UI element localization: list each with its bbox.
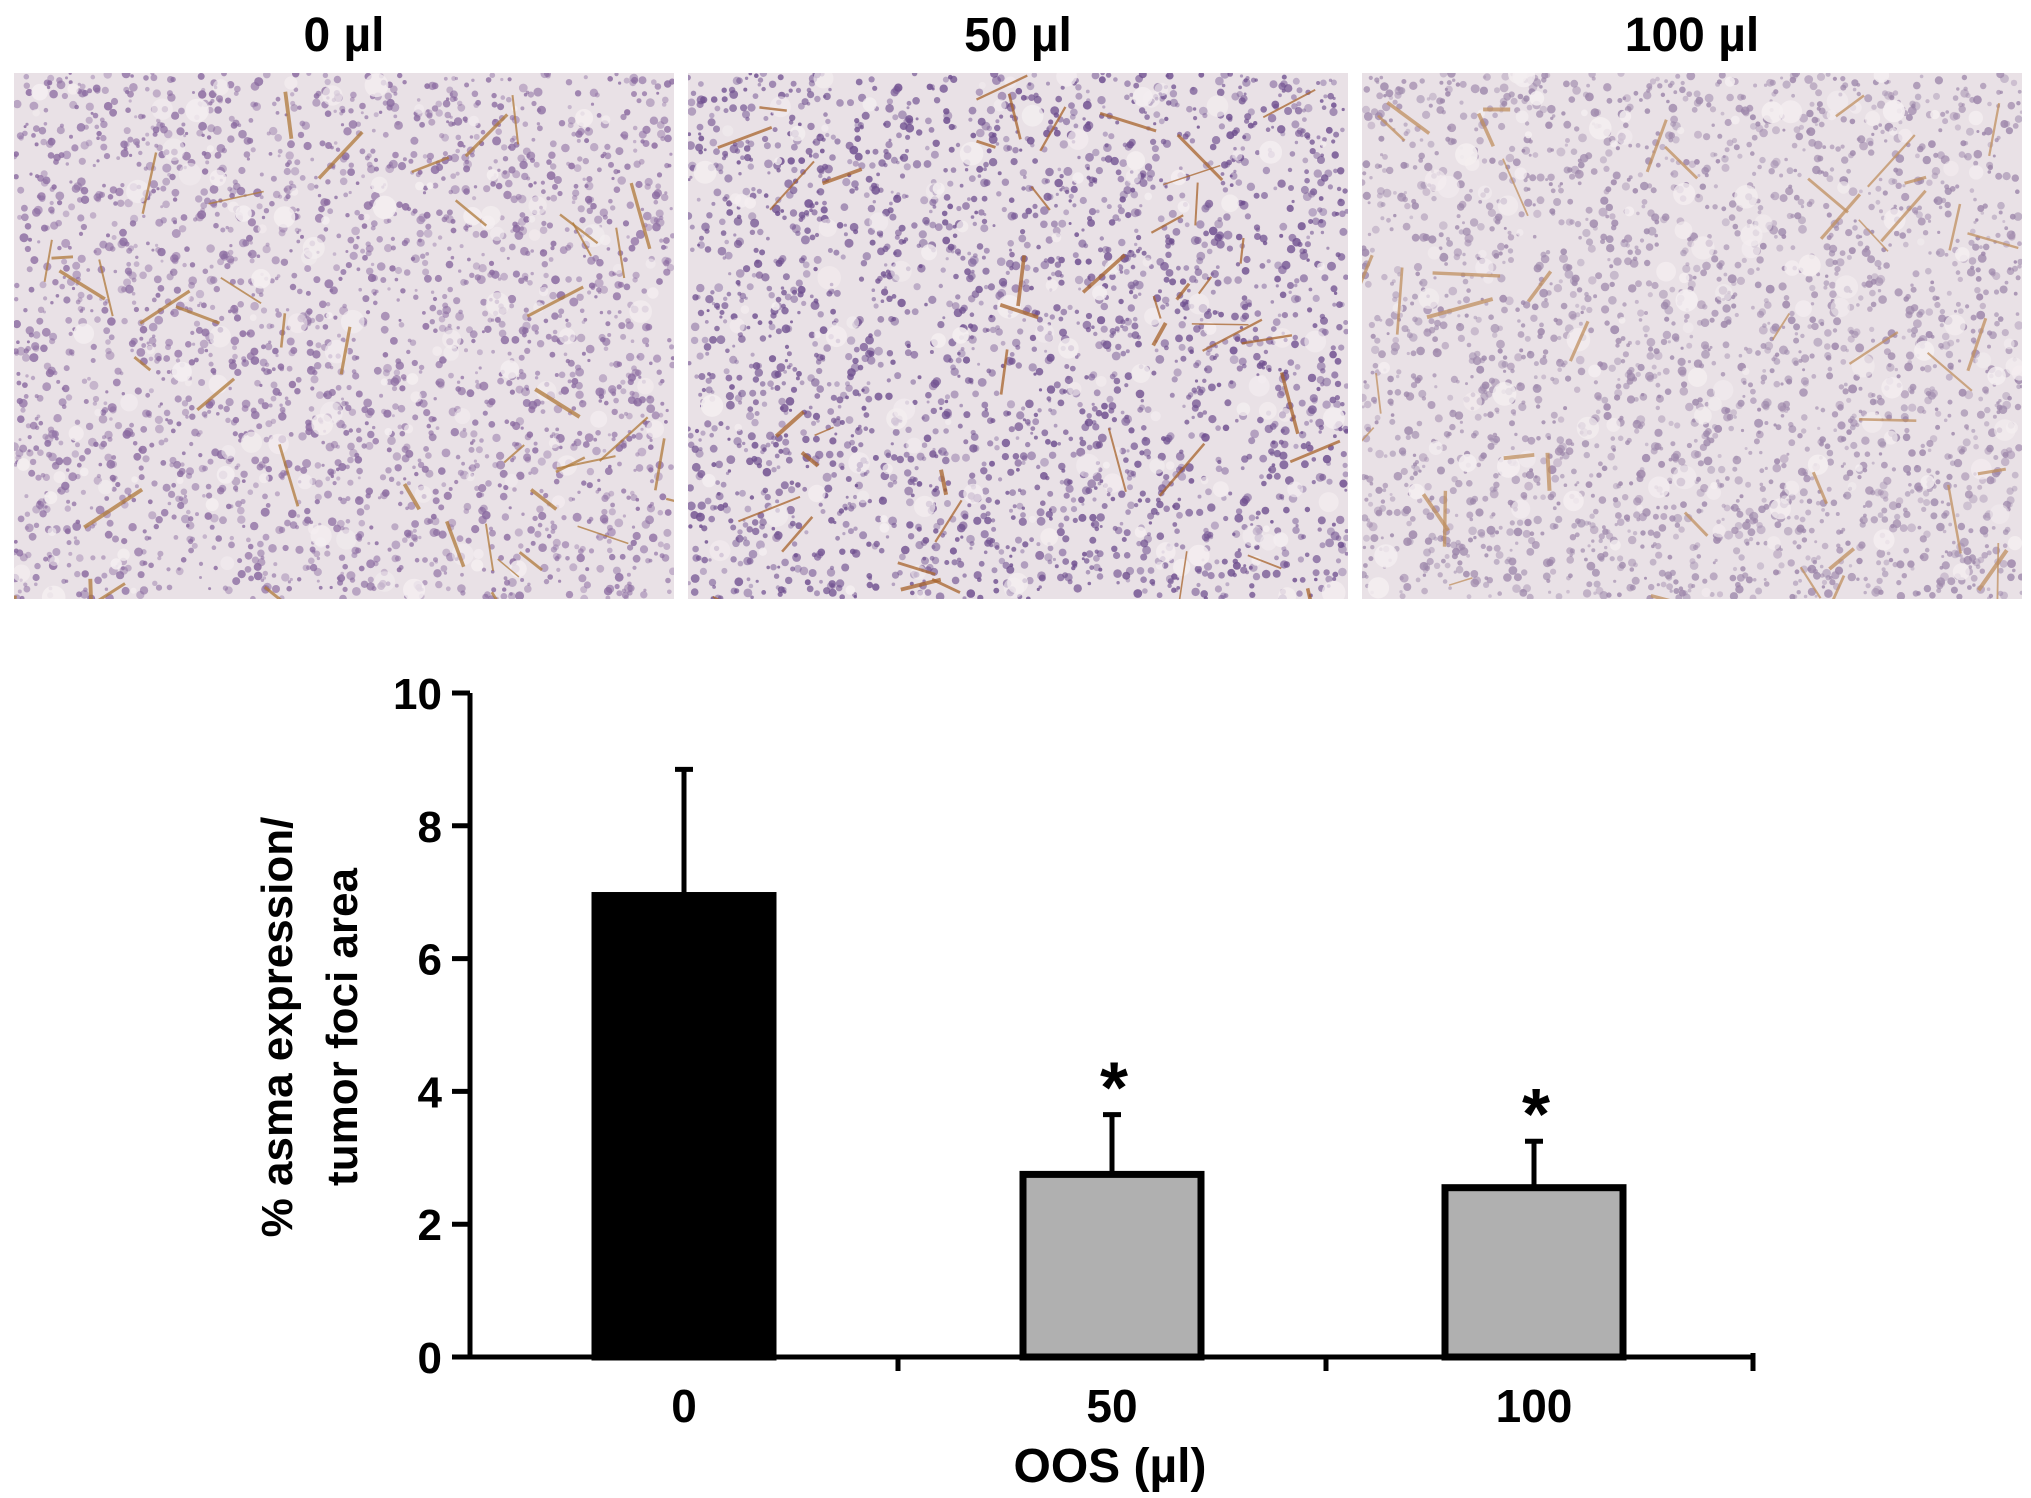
y-tick-label-0: 0: [418, 1334, 442, 1383]
micrograph-50: [688, 73, 1348, 599]
y-tick-label-1: 2: [418, 1201, 442, 1250]
y-tick-label-5: 10: [393, 670, 442, 719]
y-axis-label-line2: tumor foci area: [318, 868, 367, 1186]
significance-marker-1: *: [1100, 1049, 1128, 1129]
significance-marker-2: *: [1522, 1075, 1550, 1155]
micrograph-0: [14, 73, 674, 599]
x-tick-label-2: 100: [1496, 1380, 1573, 1432]
y-tick-label-4: 8: [418, 803, 442, 852]
panel-title-100: 100 µl: [1624, 9, 1760, 62]
panel-title-0: 0 µl: [303, 9, 385, 62]
x-tick-label-1: 50: [1086, 1380, 1137, 1432]
y-axis-label-line1: % asma expression/: [253, 817, 302, 1238]
y-tick-label-2: 4: [418, 1068, 443, 1117]
y-tick-label-3: 6: [418, 936, 442, 985]
bar-100: [1441, 1184, 1627, 1361]
bar-50: [1019, 1170, 1205, 1361]
bar-0: [591, 892, 777, 1361]
panel-title-50: 50 µl: [964, 9, 1072, 62]
x-tick-label-0: 0: [671, 1380, 697, 1432]
micrograph-100: [1362, 73, 2022, 599]
x-axis-label: OOS (µl): [1014, 1440, 1207, 1493]
